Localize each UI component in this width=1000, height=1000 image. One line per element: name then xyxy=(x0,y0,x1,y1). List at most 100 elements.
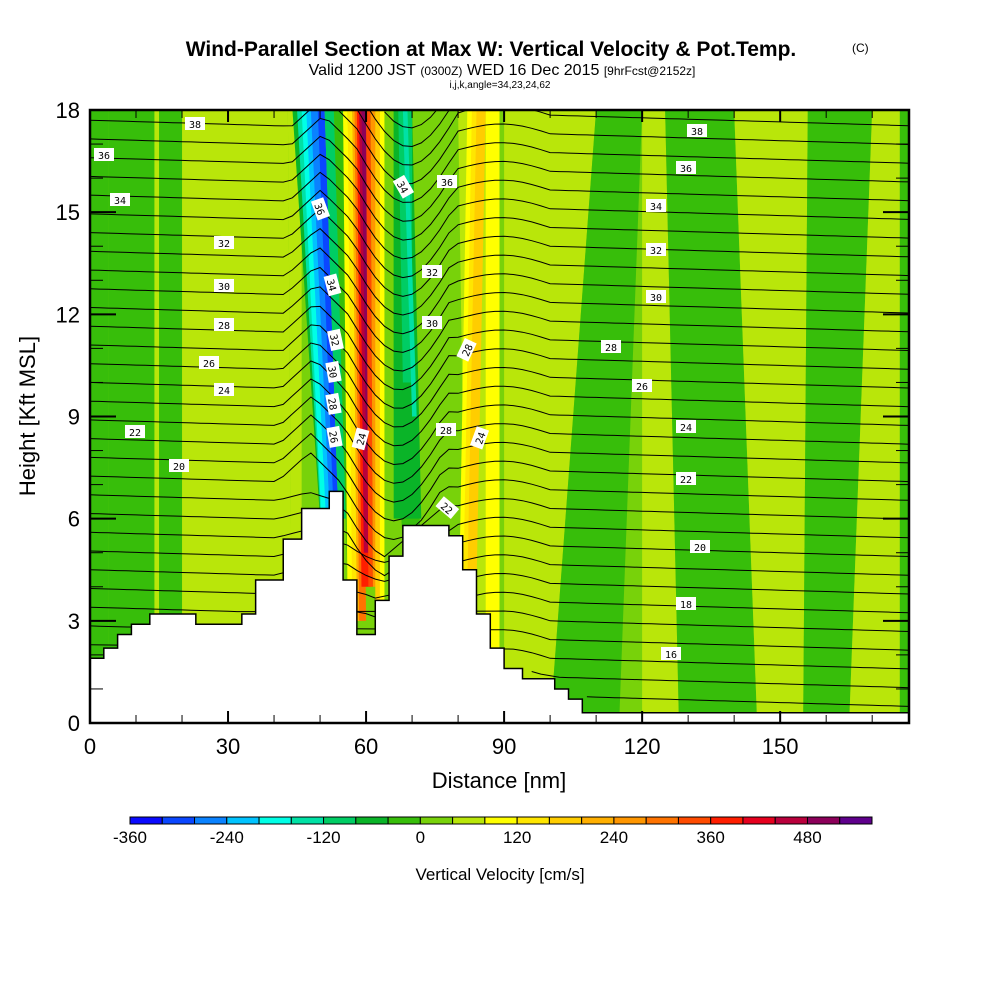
velocity-band xyxy=(379,110,385,621)
isentrope xyxy=(90,492,909,558)
colorbar-tick-label: 120 xyxy=(503,828,531,847)
velocity-band xyxy=(504,110,597,723)
contour-label-box xyxy=(676,597,696,610)
contour-label-text: 24 xyxy=(218,386,230,397)
contour-label: 32 xyxy=(646,243,666,257)
contour-label-box xyxy=(676,472,696,485)
colorbar-swatch xyxy=(484,816,518,825)
contour-label-text: 26 xyxy=(203,359,215,370)
colorbar-swatch xyxy=(387,816,421,825)
contour-label: 22 xyxy=(125,425,145,439)
isentrope xyxy=(90,227,909,316)
colorbar-swatch xyxy=(290,816,325,825)
contour-label: 36 xyxy=(310,197,330,221)
contour-label-text: 32 xyxy=(218,239,230,250)
contour-label-text: 30 xyxy=(426,319,438,330)
copyright-mark: (C) xyxy=(852,41,869,55)
contour-label: 26 xyxy=(326,425,343,448)
contour-label: 28 xyxy=(601,340,621,354)
contour-label-text: 28 xyxy=(440,426,452,437)
contour-label-box xyxy=(125,425,145,438)
contour-label-text: 20 xyxy=(694,543,706,554)
contour-label-text: 36 xyxy=(98,151,110,162)
subtitle-utc: (0300Z) xyxy=(420,64,462,78)
contour-label: 34 xyxy=(646,199,666,213)
contour-label-box xyxy=(661,647,681,660)
contour-label-text: 28 xyxy=(325,397,338,411)
colorbar-tick-label: -360 xyxy=(113,828,147,847)
contour-label-box xyxy=(422,265,442,278)
colorbar-swatch xyxy=(419,816,454,825)
contour-label-text: 36 xyxy=(311,202,325,217)
contour-label-text: 24 xyxy=(474,431,488,446)
colorbar-swatch xyxy=(516,816,550,825)
contour-label-text: 30 xyxy=(218,282,230,293)
contour-label-text: 30 xyxy=(325,365,338,379)
contour-label-text: 34 xyxy=(650,202,662,213)
contour-label-text: 32 xyxy=(426,268,438,279)
contour-label-text: 20 xyxy=(173,462,185,473)
subtitle-forecast: [9hrFcst@2152z] xyxy=(604,64,696,78)
isentrope xyxy=(90,625,909,651)
colorbar-swatch xyxy=(452,816,486,825)
colorbar-tick-labels: -360 -240 -120 0 120 240 360 480 xyxy=(113,828,822,847)
y-tick-label: 0 xyxy=(68,711,80,736)
contour-label-box xyxy=(214,236,234,249)
contour-label: 32 xyxy=(327,328,344,352)
contour-label: 22 xyxy=(676,472,696,486)
contour-label: 30 xyxy=(646,290,666,304)
y-tick-label: 12 xyxy=(56,302,80,327)
isentrope xyxy=(90,432,909,522)
colorbar-swatch xyxy=(806,816,841,825)
colorbar-swatch xyxy=(161,816,196,825)
velocity-band xyxy=(324,110,348,519)
contour-label: 20 xyxy=(690,540,710,554)
contour-label-box xyxy=(470,426,490,450)
contour-label-text: 24 xyxy=(356,432,370,446)
x-tick-label: 60 xyxy=(354,734,378,759)
x-tick-label: 120 xyxy=(624,734,661,759)
contour-label-box xyxy=(690,540,710,553)
y-axis-label: Height [Kft MSL] xyxy=(15,336,40,496)
contour-label: 24 xyxy=(676,420,696,434)
isentrope xyxy=(531,671,909,689)
axis-ticks xyxy=(89,109,909,724)
contour-label: 26 xyxy=(632,379,652,393)
x-tick-label: 30 xyxy=(216,734,240,759)
contour-label: 32 xyxy=(214,236,234,250)
colorbar-swatch xyxy=(129,816,163,825)
velocity-band xyxy=(108,110,183,723)
contour-label-text: 34 xyxy=(394,180,410,196)
contour-label-text: 28 xyxy=(461,343,476,359)
contour-label-text: 32 xyxy=(327,333,340,347)
chart-subtitle: Valid 1200 JST (0300Z) WED 16 Dec 2015 [… xyxy=(309,62,696,79)
colorbar-swatch xyxy=(710,816,744,825)
isentrope xyxy=(90,153,909,241)
velocity-band xyxy=(384,110,394,553)
velocity-band xyxy=(154,110,160,723)
contour-label-text: 26 xyxy=(636,382,648,393)
y-tick-label: 15 xyxy=(56,200,80,225)
contour-label-box xyxy=(110,193,130,206)
y-tick-label: 18 xyxy=(56,98,80,123)
contour-label: 34 xyxy=(392,174,415,199)
contour-label: 26 xyxy=(199,356,219,370)
contour-label-box xyxy=(310,197,330,221)
isentrope xyxy=(90,511,909,577)
contour-label-text: 38 xyxy=(189,120,201,131)
isentrope xyxy=(90,110,909,185)
isentrope xyxy=(90,606,909,632)
contour-label-text: 26 xyxy=(326,430,339,444)
contour-label-box xyxy=(214,279,234,292)
colorbar-swatch xyxy=(839,816,873,825)
contour-label-text: 18 xyxy=(680,600,692,611)
colorbar-swatch xyxy=(355,816,389,825)
velocity-band xyxy=(182,110,293,723)
colorbar-label: Vertical Velocity [cm/s] xyxy=(415,865,584,884)
contour-label-box xyxy=(632,379,652,392)
contour-label-box xyxy=(435,496,460,520)
contour-label: 28 xyxy=(436,423,456,437)
velocity-band xyxy=(803,110,873,723)
velocity-band xyxy=(642,110,679,723)
